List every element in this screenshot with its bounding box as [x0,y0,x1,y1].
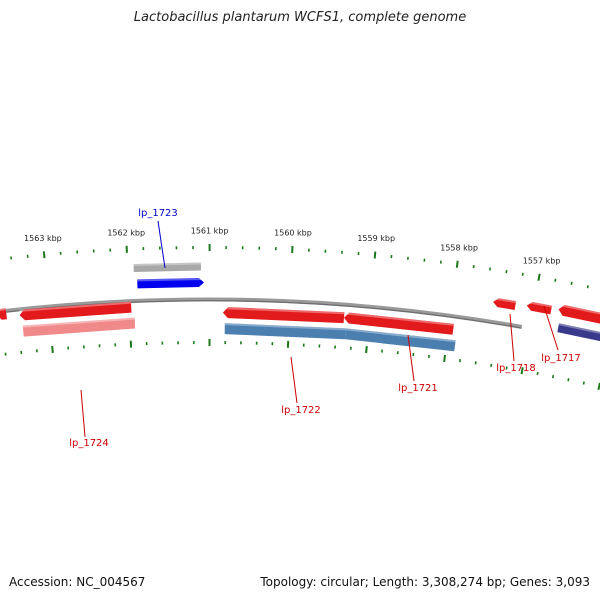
scale-label: 1557 kbp [523,256,561,265]
scale-labels: 1557 kbp 1558 kbp 1559 kbp 1560 kbp 1561 kbp… [24,227,560,266]
cds-steel-block-2-shine [345,328,456,343]
label-leader-lines [80,220,559,438]
inner-major-tick [365,346,368,354]
inner-minor-tick [474,361,477,365]
map-title: Lactobacillus plantarum WCFS1, complete … [133,10,467,25]
inner-major-tick [520,367,524,375]
cds-navy-block [557,323,600,342]
outer-major-tick [537,273,541,281]
gene-label-lp-1722: lp_1722 [281,405,321,416]
scale-label: 1563 kbp [24,234,62,243]
inner-minor-tick [490,363,493,368]
gene-lp-1722-arrow-shine [222,307,345,315]
gene-lp-1718-arrow [493,298,517,310]
outer-minor-tick [505,269,508,274]
gene-label-lp-1721: lp_1721 [398,383,438,394]
inner-minor-tick [551,374,555,379]
inner-minor-tick [582,381,585,385]
gene-label-lp-1724: lp_1724 [69,438,109,449]
gene-labels: lp_1723 lp_1724 lp_1722 lp_1721 lp_1718 lp_17… [69,208,581,449]
outer-major-tick [455,260,459,268]
inner-minor-tick [505,366,508,370]
cds-pink-block-shine [22,317,135,328]
outer-major-tick [373,251,377,259]
gene-lp-1724-arrow [19,301,132,321]
genome-summary-text: Topology: circular; Length: 3,308,274 bp… [260,575,590,589]
scale-label: 1559 kbp [357,234,395,243]
scale-label: 1560 kbp [274,228,312,237]
outer-minor-tick [489,267,492,271]
inner-major-tick [443,354,446,363]
gene-upstream-arrow-shine [559,304,600,315]
backbone-shadow [0,300,522,329]
leader-lp-1718 [509,313,515,362]
inner-minor-tick [567,378,570,382]
gene-edge-arrow [0,308,7,320]
feature-track [0,262,600,352]
cds-pink-block [22,317,136,337]
gene-label-lp-1723: lp_1723 [138,208,178,219]
leader-lp-1717 [543,305,559,351]
cds-gray-block [133,262,201,272]
outer-minor-tick [554,278,557,282]
leader-lp-1722 [290,356,298,404]
gene-lp-1723-arrow-shine [137,278,205,282]
gene-lp-1721-arrow [344,312,454,335]
cds-steel-block-1 [224,323,347,340]
outer-minor-tick [570,281,573,286]
backbone-line [0,297,523,329]
cds-steel-block-2 [345,328,456,352]
genome-backbone [0,297,523,329]
accession-text: Accession: NC_004567 [9,575,146,589]
outer-minor-tick [586,285,589,289]
leader-lp-1723 [157,220,166,269]
scale-label: 1561 kbp [191,227,229,236]
cds-gray-block-shine [133,262,201,266]
gene-upstream-arrow [558,305,600,324]
gene-lp-1724-arrow-shine [19,301,132,312]
leader-lp-1724 [80,389,86,438]
leader-lp-1721 [407,334,415,382]
gene-lp-1722-arrow [222,307,345,324]
gene-lp-1717-arrow-shine [527,301,552,308]
gene-lp-1721-arrow-shine [344,312,454,326]
inner-major-tick [51,345,54,353]
gene-lp-1723-arrow [137,278,204,289]
inner-minor-tick [536,371,539,376]
outer-major-tick [42,251,46,259]
scale-label: 1562 kbp [107,228,145,237]
gene-edge-arrow-shine [0,308,6,312]
cds-steel-block-1-shine [224,323,347,331]
scale-label: 1558 kbp [440,243,478,252]
outer-tick-track [10,244,589,289]
gene-lp-1718-arrow-shine [493,297,517,304]
gene-label-lp-1718: lp_1718 [496,363,536,374]
gene-label-lp-1717: lp_1717 [541,353,581,364]
inner-tick-track [4,339,600,391]
outer-minor-tick [521,272,524,276]
